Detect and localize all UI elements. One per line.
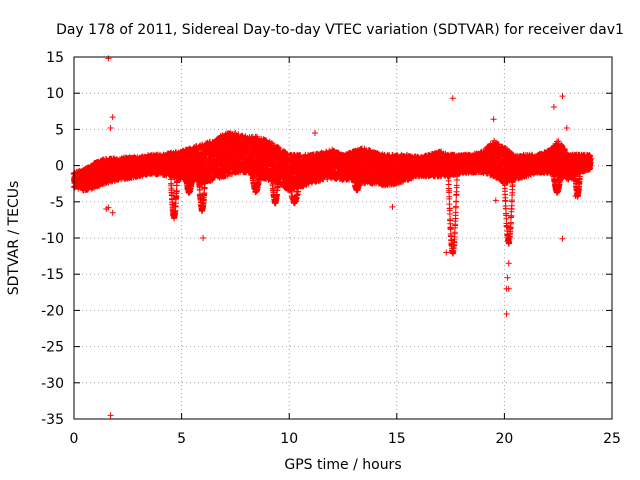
x-tick-label: 25 (603, 431, 621, 447)
y-tick-labels: 15 10 5 0 -5 -10 -15 -20 -25 -30 -35 (41, 50, 64, 428)
grid (74, 57, 612, 419)
x-tick-label: 10 (280, 431, 298, 447)
y-tick-label: -20 (41, 303, 64, 319)
data-points (70, 55, 594, 419)
x-tick-label: 0 (70, 431, 79, 447)
x-axis-label: GPS time / hours (284, 457, 401, 473)
y-tick-label: -10 (41, 231, 64, 247)
y-tick-label: -30 (41, 376, 64, 392)
y-tick-label: 10 (46, 86, 64, 102)
x-tick-label: 5 (177, 431, 186, 447)
y-tick-label: 0 (55, 159, 64, 175)
chart-title: Day 178 of 2011, Sidereal Day-to-day VTE… (56, 22, 624, 38)
y-tick-label: 5 (55, 122, 64, 138)
y-axis-label: SDTVAR / TECUs (6, 181, 22, 296)
y-tick-label: -15 (41, 267, 64, 283)
x-tick-label: 20 (495, 431, 513, 447)
y-tick-label: 15 (46, 50, 64, 66)
plot-frame (73, 56, 613, 420)
y-tick-label: -35 (41, 412, 64, 428)
y-tick-label: -5 (50, 195, 64, 211)
scatter-points (70, 55, 594, 419)
x-tick-labels: 0 5 10 15 20 25 (70, 431, 621, 447)
x-tick-label: 15 (388, 431, 406, 447)
axis-ticks (73, 56, 613, 420)
y-tick-label: -25 (41, 340, 64, 356)
